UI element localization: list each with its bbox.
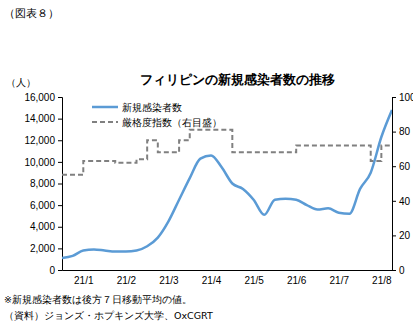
x-tick-label: 21/2 — [117, 275, 137, 286]
y-tick-mark — [58, 184, 62, 185]
y2-tick-mark — [392, 235, 396, 236]
x-tick-label: 21/3 — [159, 275, 179, 286]
y-tick-label: 2,000 — [30, 243, 55, 254]
y-tick: 10,000 — [24, 157, 62, 168]
y2-tick: 80 — [392, 126, 411, 137]
y-tick-mark — [58, 227, 62, 228]
y-tick-label: 4,000 — [30, 221, 55, 232]
y-tick-mark — [58, 205, 62, 206]
x-tick-label: 21/5 — [244, 275, 264, 286]
y-tick: 2,000 — [30, 243, 62, 254]
y-tick: 8,000 — [30, 178, 62, 189]
y2-axis-line — [393, 98, 397, 271]
y-tick: 6,000 — [30, 200, 62, 211]
y-tick-mark — [58, 270, 62, 271]
y2-tick-mark — [392, 166, 396, 167]
x-tick: 21/4 — [202, 270, 222, 286]
x-tick-label: 21/6 — [287, 275, 307, 286]
x-tick: 21/6 — [287, 270, 307, 286]
y2-tick-label: 20 — [399, 230, 411, 241]
chart: （図表８） ※新規感染者数は後方７日移動平均の値。 （資料）ジョンズ・ホプキンズ大学… — [0, 0, 413, 332]
x-axis-line — [63, 270, 393, 271]
x-tick-label: 21/7 — [330, 275, 350, 286]
y-tick-label: 12,000 — [24, 135, 55, 146]
x-tick: 21/8 — [372, 270, 392, 286]
y-tick: 0 — [49, 265, 62, 276]
y-tick-mark — [58, 140, 62, 141]
y-axis-label: （人） — [6, 77, 36, 88]
y-tick-label: 8,000 — [30, 178, 55, 189]
y-tick: 16,000 — [24, 92, 62, 103]
y2-tick: 100 — [392, 92, 413, 103]
y-axis: 0 2,000 4,000 6,000 8,000 10,000 12,000 14,000 1… — [24, 92, 62, 276]
legend-swatch — [92, 106, 118, 109]
y-tick-mark — [58, 97, 62, 98]
figure-label: （図表８） — [4, 7, 59, 20]
series-line — [62, 110, 392, 258]
y2-tick-mark — [392, 270, 396, 271]
y-tick-label: 16,000 — [24, 92, 55, 103]
legend-label: 厳格度指数（右目盛） — [122, 117, 222, 128]
footnote: ※新規感染者数は後方７日移動平均の値。 — [4, 294, 192, 305]
y-tick-label: 14,000 — [24, 113, 55, 124]
x-tick-label: 21/1 — [74, 275, 94, 286]
y2-tick: 20 — [392, 230, 411, 241]
x-tick-label: 21/4 — [202, 275, 222, 286]
y-tick-mark — [58, 248, 62, 249]
y2-tick-label: 60 — [399, 161, 411, 172]
y2-tick-label: 0 — [399, 265, 405, 276]
y-tick: 12,000 — [24, 135, 62, 146]
x-tick: 21/5 — [244, 270, 264, 286]
x-axis: 21/1 21/2 21/3 21/4 21/5 21/6 21/7 21/8 — [63, 270, 393, 286]
x-tick-label: 21/8 — [372, 275, 392, 286]
y-tick-label: 0 — [49, 265, 55, 276]
y2-tick-label: 40 — [399, 196, 411, 207]
y2-tick-mark — [392, 97, 396, 98]
series-line — [62, 130, 392, 175]
y2-tick: 0 — [392, 265, 405, 276]
legend-label: 新規感染者数 — [122, 102, 182, 113]
y2-tick: 40 — [392, 196, 411, 207]
y-tick-mark — [58, 162, 62, 163]
legend: 新規感染者数厳格度指数（右目盛） — [92, 102, 222, 128]
x-tick: 21/1 — [74, 270, 94, 286]
y2-tick-mark — [392, 201, 396, 202]
x-tick: 21/2 — [117, 270, 137, 286]
y2-tick-label: 100 — [399, 92, 413, 103]
y2-tick-label: 80 — [399, 126, 411, 137]
x-tick: 21/3 — [159, 270, 179, 286]
y2-tick-mark — [392, 132, 396, 133]
y-tick-mark — [58, 119, 62, 120]
y-tick: 14,000 — [24, 113, 62, 124]
y-axis-line — [58, 98, 63, 271]
y-tick-label: 10,000 — [24, 157, 55, 168]
footnote: （資料）ジョンズ・ホプキンズ大学、OxCGRT — [4, 310, 213, 321]
y-tick: 4,000 — [30, 221, 62, 232]
y2-axis: 0 20 40 60 80 100 — [392, 92, 413, 276]
title: フィリピンの新規感染者数の推移 — [140, 72, 335, 87]
legend-swatch — [92, 121, 118, 123]
y-tick-label: 6,000 — [30, 200, 55, 211]
plot-area — [62, 110, 392, 258]
x-tick: 21/7 — [330, 270, 350, 286]
y2-tick: 60 — [392, 161, 411, 172]
